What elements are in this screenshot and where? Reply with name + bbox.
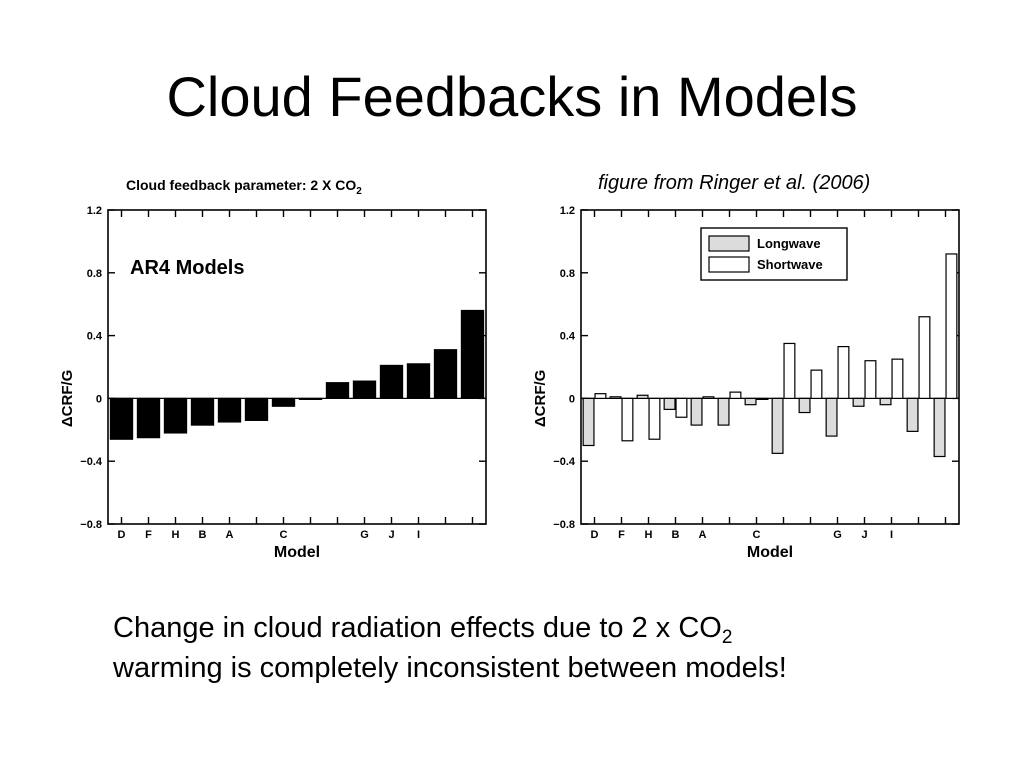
bar-longwave [798, 397, 811, 414]
bar-longwave [744, 397, 757, 406]
bar [352, 380, 377, 400]
bar-shortwave [783, 342, 796, 399]
legend-label: Shortwave [757, 257, 823, 272]
bar-longwave [906, 397, 919, 432]
x-category-label: G [833, 529, 842, 541]
x-category-label: I [890, 529, 893, 541]
x-category-label: H [172, 529, 180, 541]
y-tick-label: 0 [96, 393, 102, 405]
slide-caption: Change in cloud radiation effects due to… [113, 608, 787, 688]
plot-frame [107, 209, 487, 525]
bar-shortwave [648, 397, 661, 440]
x-category-label: B [672, 529, 680, 541]
y-tick-label: 0.8 [560, 268, 575, 280]
bar-longwave [690, 397, 703, 426]
bar [379, 364, 404, 399]
x-category-label: C [753, 529, 761, 541]
y-tick-label: −0.4 [553, 456, 576, 468]
y-tick-label: 1.2 [87, 205, 102, 217]
bar [109, 397, 134, 440]
figure-credit: figure from Ringer et al. (2006) [598, 172, 871, 194]
bar-longwave [663, 397, 676, 410]
y-tick-label: 0 [569, 393, 575, 405]
chart-title-subscript: 2 [356, 186, 362, 197]
bar-shortwave [864, 360, 877, 400]
cloud-feedback-chart-lw-sw: 1.2 0.8 0.4 0 −0.4 −0.8 D F H B A C G J I Model ΔCRF/G Lo… [532, 205, 960, 561]
cloud-feedback-chart-ar4: 1.2 0.8 0.4 0 −0.4 −0.8 D F H B A C G J I Model ΔCRF/G Cl… [59, 177, 487, 561]
y-tick-label: 0.4 [560, 331, 576, 343]
x-category-label: A [226, 529, 234, 541]
bar-shortwave [594, 393, 607, 400]
bar-longwave [933, 397, 946, 458]
bar [217, 397, 242, 423]
y-tick-label: 0.8 [87, 268, 102, 280]
y-tick-label: −0.4 [80, 456, 103, 468]
legend-label: Longwave [757, 236, 821, 251]
y-tick-label: −0.8 [553, 519, 575, 531]
bar-longwave [582, 397, 595, 447]
y-axis-label: ΔCRF/G [59, 370, 76, 427]
bar [298, 397, 323, 400]
bar-shortwave [837, 345, 850, 399]
x-category-label: B [199, 529, 207, 541]
x-category-label: I [417, 529, 420, 541]
x-category-label: D [118, 529, 126, 541]
x-category-label: G [360, 529, 369, 541]
bar-longwave [825, 397, 838, 437]
bar [460, 309, 485, 399]
bar-shortwave [729, 391, 742, 399]
x-category-label: F [618, 529, 625, 541]
legend-swatch [708, 235, 750, 252]
bar-longwave [771, 397, 784, 454]
slide-title: Cloud Feedbacks in Models [166, 65, 858, 128]
x-category-label: D [591, 529, 599, 541]
bar [244, 397, 269, 421]
chart-title-text: Cloud feedback parameter: 2 X CO [126, 177, 356, 193]
bar-shortwave [702, 396, 715, 399]
x-category-label: A [699, 529, 707, 541]
bar [271, 397, 296, 407]
bar [163, 397, 188, 434]
y-axis-label: ΔCRF/G [532, 370, 549, 427]
y-tick-label: 1.2 [560, 205, 575, 217]
bar-longwave [636, 394, 649, 399]
caption-line-1-text: Change in cloud radiation effects due to… [113, 612, 722, 644]
bar-longwave [609, 396, 622, 399]
x-axis-label: Model [274, 544, 320, 561]
y-tick-label: 0.4 [87, 331, 103, 343]
bar-shortwave [891, 358, 904, 399]
bar-longwave [879, 397, 892, 406]
bar-shortwave [675, 397, 688, 418]
bar [433, 349, 458, 399]
x-category-label: C [280, 529, 288, 541]
bar-longwave [717, 397, 730, 426]
caption-subscript: 2 [721, 627, 733, 648]
legend-swatch [708, 256, 750, 273]
x-category-label: H [645, 529, 653, 541]
caption-line-1: Change in cloud radiation effects due to… [113, 608, 787, 648]
chart-title: Cloud feedback parameter: 2 X CO2 [126, 177, 362, 197]
bar-shortwave [945, 253, 958, 400]
bar-shortwave [756, 397, 769, 400]
bar [136, 397, 161, 439]
bar [190, 397, 215, 426]
x-category-label: J [388, 529, 394, 541]
caption-line-2: warming is completely inconsistent betwe… [113, 652, 787, 684]
x-category-label: F [145, 529, 152, 541]
chart-annotation: AR4 Models [130, 257, 244, 279]
bar [406, 363, 431, 400]
bar-shortwave [621, 397, 634, 442]
bar-shortwave [810, 369, 823, 399]
bar-shortwave [918, 316, 931, 399]
x-axis-label: Model [747, 544, 793, 561]
y-tick-label: −0.8 [80, 519, 102, 531]
plot-frame [580, 209, 960, 525]
bar-longwave [852, 397, 865, 407]
x-category-label: J [861, 529, 867, 541]
bar [325, 382, 350, 399]
